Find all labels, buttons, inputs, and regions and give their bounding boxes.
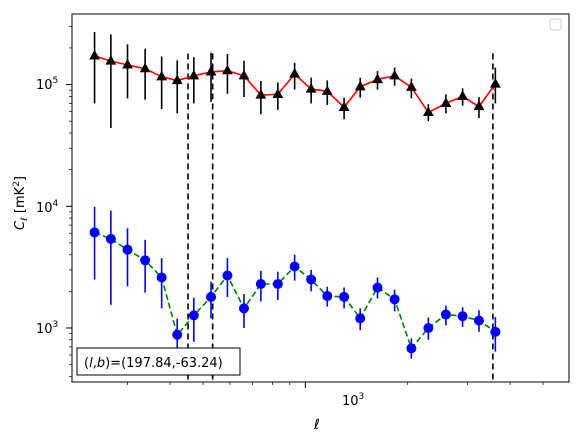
circle-marker bbox=[172, 329, 183, 340]
triangle-marker bbox=[405, 81, 417, 91]
triangle-marker bbox=[238, 69, 250, 80]
triangle-marker bbox=[222, 64, 233, 75]
circle-marker bbox=[457, 311, 468, 322]
series-1 bbox=[89, 32, 501, 128]
triangle-marker bbox=[122, 58, 133, 69]
major-ticks bbox=[66, 84, 306, 388]
legend-box bbox=[549, 18, 562, 31]
triangle-marker bbox=[188, 69, 200, 80]
triangle-marker bbox=[171, 74, 183, 85]
triangle-marker bbox=[156, 70, 168, 81]
triangle-marker bbox=[89, 49, 100, 60]
y-axis-label: Cℓ [mK2] bbox=[12, 176, 30, 230]
circle-marker bbox=[473, 315, 484, 326]
series-layer bbox=[89, 32, 501, 359]
x-axis-label: ℓ bbox=[313, 417, 320, 433]
circle-marker bbox=[156, 272, 167, 283]
y-tick-label-1e4: 104 bbox=[36, 199, 59, 216]
circle-marker bbox=[440, 309, 451, 320]
triangle-marker bbox=[389, 69, 401, 80]
annotation-text: (l,b)=(197.84,-63.24) bbox=[84, 356, 223, 371]
triangle-marker bbox=[473, 100, 485, 111]
circle-marker bbox=[355, 313, 366, 324]
triangle-marker bbox=[272, 88, 284, 99]
annotation-box bbox=[76, 347, 241, 376]
plot-area bbox=[72, 14, 569, 382]
circle-marker bbox=[423, 322, 434, 333]
circle-marker bbox=[188, 310, 199, 321]
triangle-marker bbox=[255, 89, 267, 99]
circle-marker bbox=[89, 227, 100, 238]
vertical-reference-lines bbox=[187, 53, 494, 382]
plot-frame bbox=[71, 13, 570, 383]
circle-marker bbox=[490, 326, 501, 337]
y-tick-label-1e5: 105 bbox=[36, 76, 58, 93]
triangle-marker bbox=[289, 68, 301, 78]
triangle-marker bbox=[457, 90, 469, 100]
triangle-marker bbox=[338, 101, 350, 111]
triangle-marker bbox=[105, 55, 117, 65]
triangle-marker bbox=[139, 62, 151, 73]
triangle-marker bbox=[354, 80, 366, 91]
circle-marker bbox=[372, 282, 383, 293]
triangle-marker bbox=[305, 82, 317, 93]
series-2 bbox=[89, 206, 501, 359]
y-tick-label-1e3: 103 bbox=[36, 320, 58, 337]
circle-marker bbox=[406, 343, 417, 354]
circle-marker bbox=[339, 291, 350, 302]
circle-marker bbox=[306, 274, 317, 285]
circle-marker bbox=[122, 244, 133, 255]
circle-marker bbox=[389, 294, 400, 305]
triangle-marker bbox=[372, 73, 383, 84]
circle-marker bbox=[222, 270, 233, 281]
triangle-marker bbox=[321, 85, 333, 95]
circle-marker bbox=[238, 303, 249, 314]
x-tick-label-1e3: 103 bbox=[342, 392, 364, 409]
triangle-marker bbox=[205, 65, 217, 76]
circle-marker bbox=[105, 233, 116, 244]
triangle-marker bbox=[440, 97, 452, 108]
circle-marker bbox=[322, 291, 333, 302]
circle-marker bbox=[206, 291, 217, 302]
circle-marker bbox=[140, 255, 151, 266]
circle-marker bbox=[272, 278, 283, 289]
circle-marker bbox=[289, 261, 300, 272]
triangle-marker bbox=[489, 78, 501, 88]
circle-marker bbox=[255, 278, 266, 289]
triangle-marker bbox=[422, 106, 434, 117]
